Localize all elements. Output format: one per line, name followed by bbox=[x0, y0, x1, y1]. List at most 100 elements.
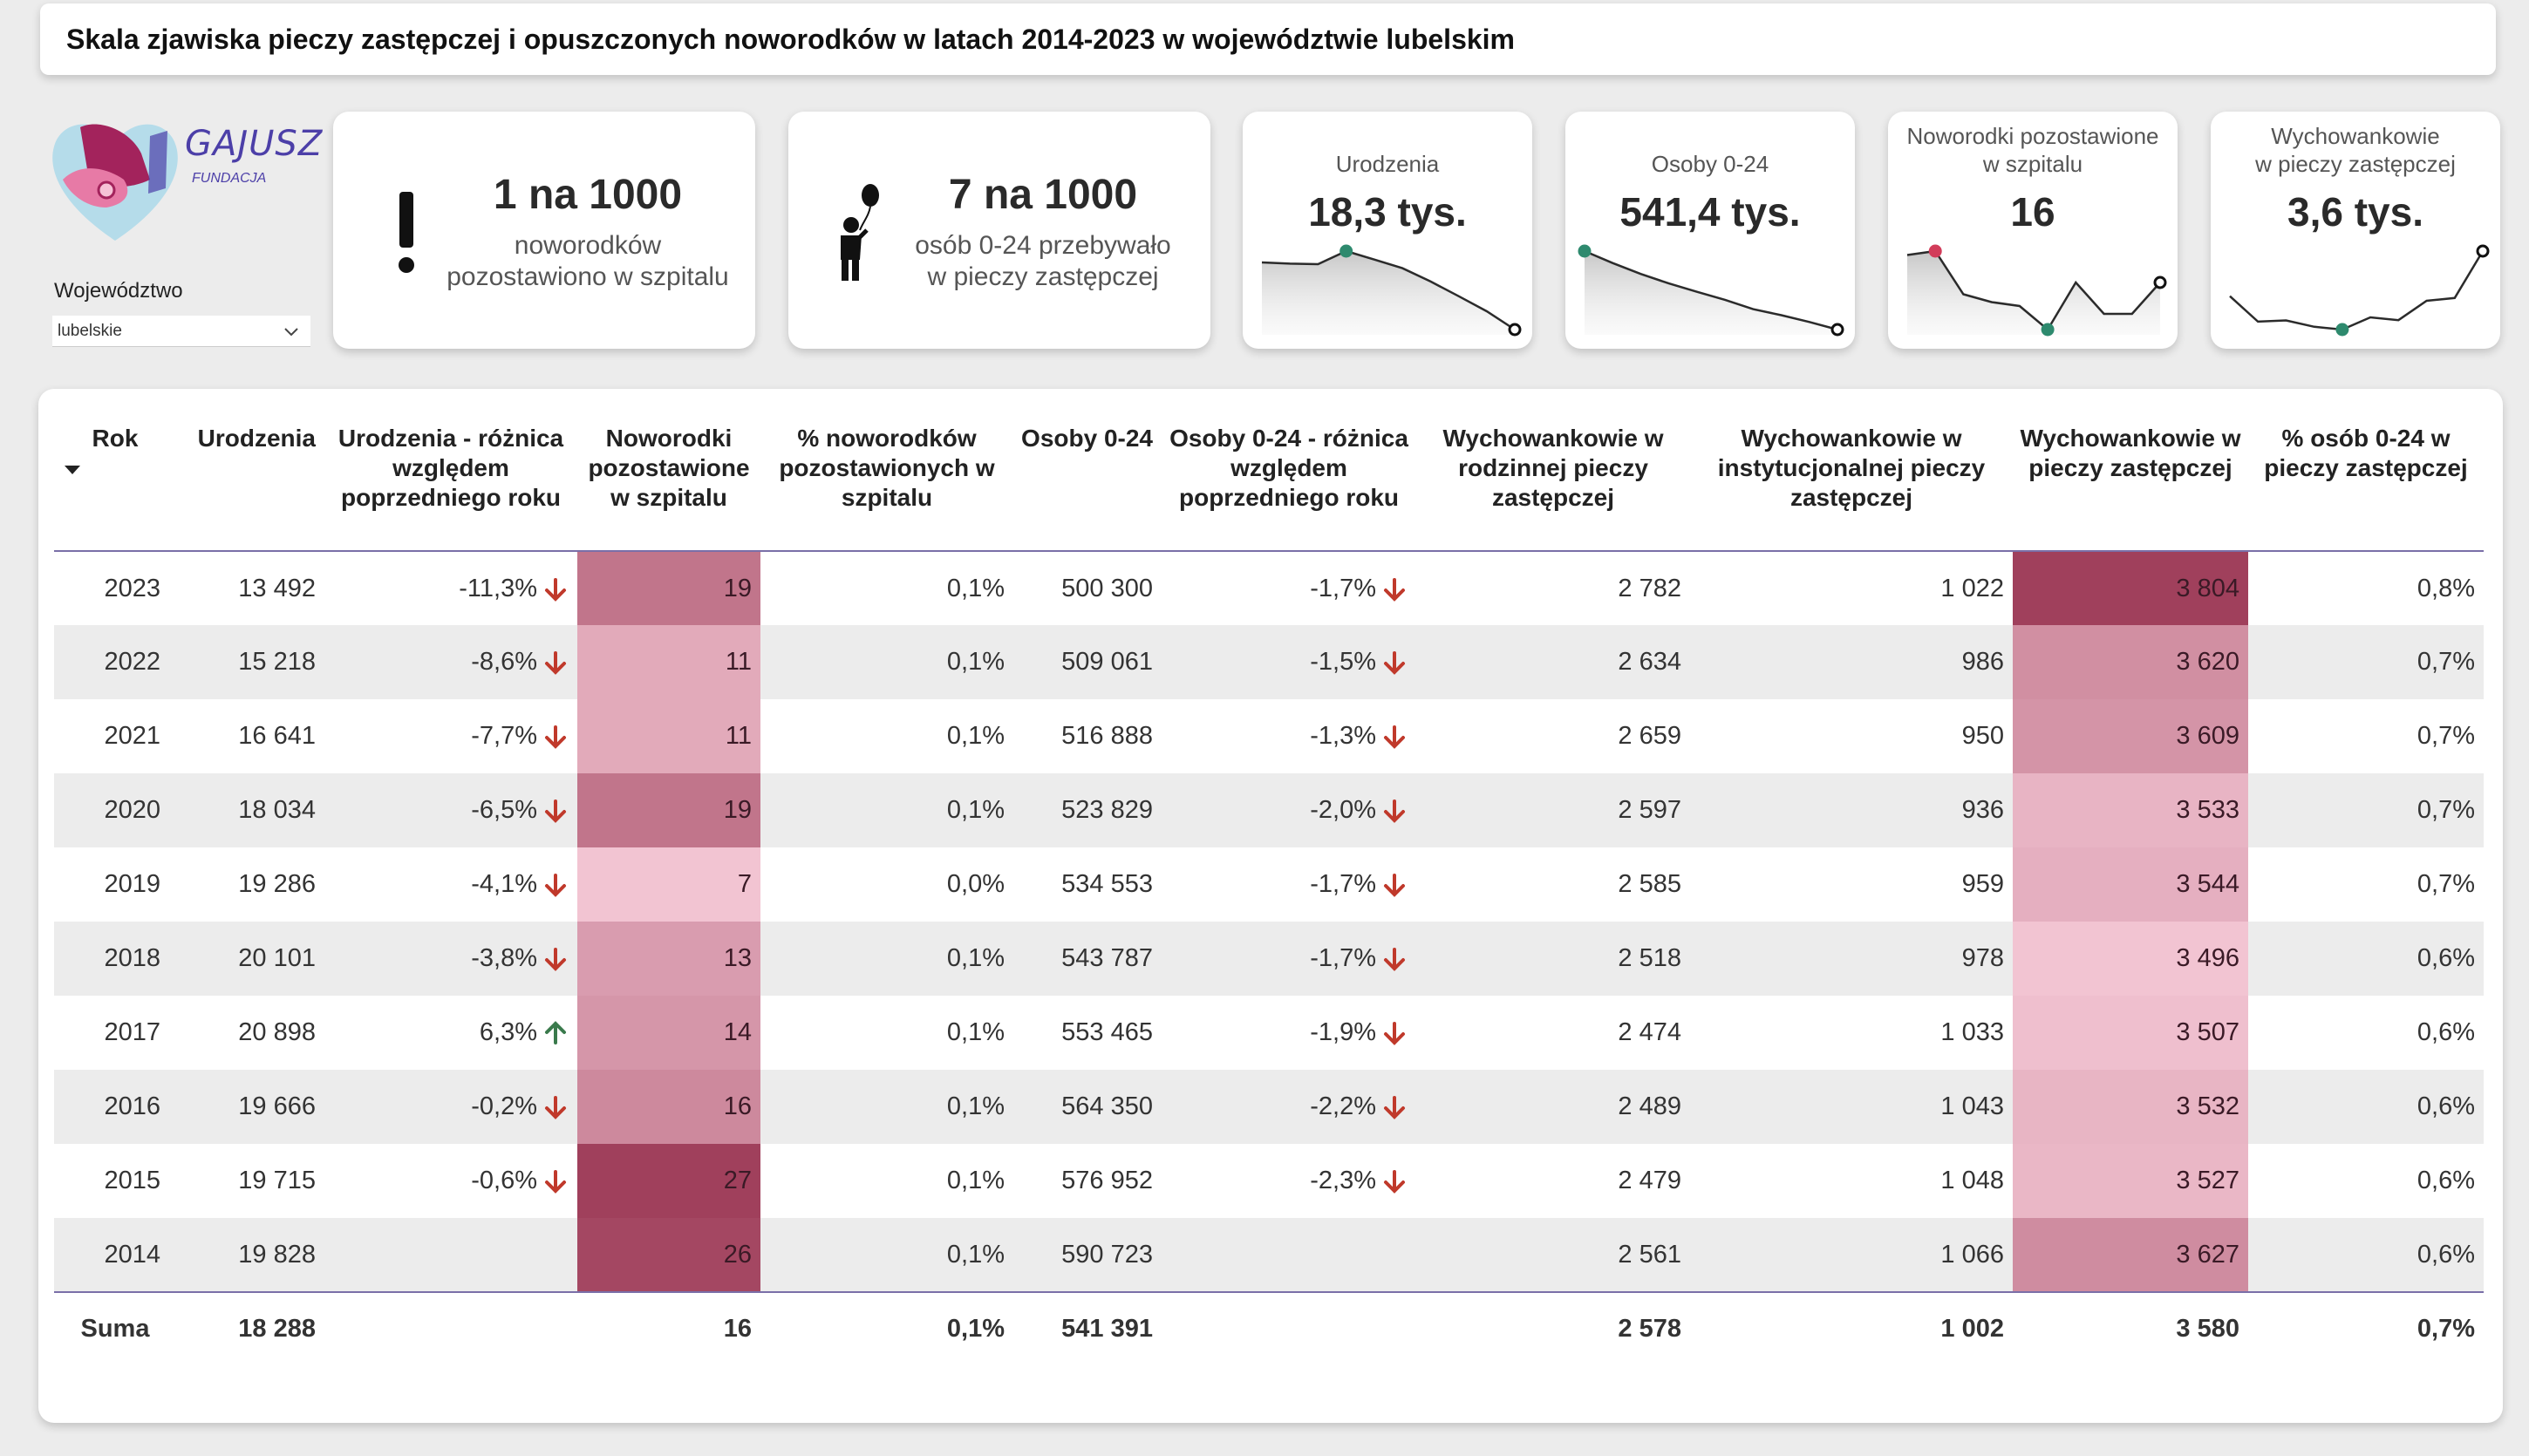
table-row[interactable]: 2022 15 218 -8,6% 11 0,1% 509 061 -1,5% 2 634 98… bbox=[54, 625, 2484, 699]
col-header-newborns[interactable]: Noworodki pozostawione w szpitalu bbox=[577, 389, 760, 552]
table-row[interactable]: 2019 19 286 -4,1% 7 0,0% 534 553 -1,7% 2 585 959… bbox=[54, 847, 2484, 922]
col-header-persons[interactable]: Osoby 0-24 bbox=[1013, 389, 1162, 552]
row-institutional-foster-value: 986 bbox=[1961, 648, 2004, 676]
row-births-diff: -3,8% bbox=[324, 922, 577, 996]
total-persons-diff bbox=[1162, 1291, 1416, 1365]
row-births-diff-value: 6,3% bbox=[479, 1018, 537, 1046]
sparkline-highlight-point bbox=[1339, 244, 1353, 258]
row-births-diff: -7,7% bbox=[324, 699, 577, 773]
row-persons: 534 553 bbox=[1013, 847, 1162, 922]
sparkline-area bbox=[1585, 251, 1837, 335]
table-header-row: Rok Urodzenia Urodzenia - różnica względ… bbox=[54, 389, 2484, 552]
row-persons-diff-value: -1,9% bbox=[1310, 1018, 1376, 1046]
row-institutional-foster-value: 978 bbox=[1961, 944, 2004, 972]
col-header-foster-pct[interactable]: % osób 0-24 w pieczy zastępczej bbox=[2248, 389, 2484, 552]
row-births: 13 492 bbox=[176, 551, 324, 625]
row-foster-pct: 0,8% bbox=[2248, 551, 2484, 625]
row-foster: 3 527 bbox=[2013, 1144, 2248, 1218]
row-foster-pct: 0,6% bbox=[2248, 1070, 2484, 1144]
arrow-down-icon bbox=[1384, 1170, 1405, 1194]
table-row[interactable]: 2017 20 898 6,3% 14 0,1% 553 465 -1,9% 2 474 1 0… bbox=[54, 996, 2484, 1070]
row-newborns-pct: 0,1% bbox=[760, 922, 1013, 996]
kpi-births-label: Urodzenia bbox=[1335, 151, 1440, 177]
row-persons-value: 534 553 bbox=[1061, 870, 1153, 898]
total-births-diff bbox=[324, 1291, 577, 1365]
table-row[interactable]: 2015 19 715 -0,6% 27 0,1% 576 952 -2,3% 2 479 1 … bbox=[54, 1144, 2484, 1218]
row-persons-diff bbox=[1162, 1218, 1416, 1292]
row-year: 2014 bbox=[54, 1218, 176, 1292]
row-foster-pct: 0,6% bbox=[2248, 996, 2484, 1070]
row-persons-diff-value: -1,7% bbox=[1310, 574, 1376, 602]
table-row[interactable]: 2014 19 828 26 0,1% 590 723 2 561 1 066 3 627 0,… bbox=[54, 1218, 2484, 1292]
kpi-newborns-value: 1 na 1000 bbox=[493, 172, 683, 218]
total-foster-pct: 0,7% bbox=[2248, 1291, 2484, 1365]
row-year: 2018 bbox=[54, 922, 176, 996]
row-newborns-pct: 0,0% bbox=[760, 847, 1013, 922]
row-persons-value: 509 061 bbox=[1061, 648, 1153, 676]
table-row[interactable]: 2021 16 641 -7,7% 11 0,1% 516 888 -1,3% 2 659 95… bbox=[54, 699, 2484, 773]
kpi-wards-label1: Wychowankowie bbox=[2271, 123, 2440, 149]
sparkline-highlight-point bbox=[1578, 244, 1592, 258]
col-header-year[interactable]: Rok bbox=[54, 389, 176, 552]
col-header-births-diff[interactable]: Urodzenia - różnica względem poprzednieg… bbox=[324, 389, 577, 552]
row-institutional-foster-value: 1 066 bbox=[1940, 1240, 2004, 1269]
voivodeship-dropdown[interactable]: lubelskie bbox=[52, 316, 310, 347]
table-row[interactable]: 2023 13 492 -11,3% 19 0,1% 500 300 -1,7% 2 782 1… bbox=[54, 551, 2484, 625]
row-foster-value: 3 507 bbox=[2176, 1018, 2239, 1046]
total-persons: 541 391 bbox=[1013, 1291, 1162, 1365]
sort-desc-icon[interactable] bbox=[63, 464, 82, 476]
row-foster: 3 609 bbox=[2013, 699, 2248, 773]
col-header-persons-diff[interactable]: Osoby 0-24 - różnica względem poprzednie… bbox=[1162, 389, 1416, 552]
col-header-institutional-foster[interactable]: Wychowankowie w instytucjonalnej pieczy … bbox=[1690, 389, 2013, 552]
row-persons-value: 523 829 bbox=[1061, 796, 1153, 824]
row-foster-value: 3 496 bbox=[2176, 944, 2239, 972]
arrow-down-icon bbox=[545, 1096, 566, 1120]
table-row[interactable]: 2020 18 034 -6,5% 19 0,1% 523 829 -2,0% 2 597 93… bbox=[54, 773, 2484, 847]
row-foster: 3 532 bbox=[2013, 1070, 2248, 1144]
col-header-births[interactable]: Urodzenia bbox=[176, 389, 324, 552]
row-year-value: 2020 bbox=[104, 796, 160, 824]
row-births-diff-value: -11,3% bbox=[459, 574, 537, 602]
row-foster-pct: 0,6% bbox=[2248, 1218, 2484, 1292]
row-persons-diff: -1,7% bbox=[1162, 847, 1416, 922]
sparkline-area bbox=[1262, 251, 1515, 335]
row-year-value: 2014 bbox=[104, 1240, 160, 1269]
row-family-foster: 2 489 bbox=[1416, 1070, 1690, 1144]
row-newborns-pct: 0,1% bbox=[760, 625, 1013, 699]
kpi-foster-line1: osób 0-24 przebywało bbox=[915, 231, 1171, 260]
kpi-card-persons-0-24: Osoby 0-24 541,4 tys. bbox=[1565, 112, 1855, 349]
total-newborns: 16 bbox=[577, 1291, 760, 1365]
kpi-card-foster-wards: Wychowankowie w pieczy zastępczej 3,6 ty… bbox=[2211, 112, 2500, 349]
row-newborns-pct: 0,1% bbox=[760, 1070, 1013, 1144]
row-newborns: 27 bbox=[577, 1144, 760, 1218]
table-row[interactable]: 2018 20 101 -3,8% 13 0,1% 543 787 -1,7% 2 518 97… bbox=[54, 922, 2484, 996]
row-newborns: 19 bbox=[577, 773, 760, 847]
row-births-value: 19 286 bbox=[238, 870, 316, 898]
row-births-diff-value: -7,7% bbox=[471, 722, 537, 750]
row-family-foster-value: 2 597 bbox=[1618, 796, 1681, 824]
row-year-value: 2022 bbox=[104, 648, 160, 676]
kpi-foster-line2: w pieczy zastępczej bbox=[927, 262, 1159, 291]
row-persons-diff: -1,5% bbox=[1162, 625, 1416, 699]
sparkline-line bbox=[1261, 249, 1516, 331]
table-row[interactable]: 2016 19 666 -0,2% 16 0,1% 564 350 -2,2% 2 489 1 … bbox=[54, 1070, 2484, 1144]
row-persons-value: 553 465 bbox=[1061, 1018, 1153, 1046]
row-persons: 523 829 bbox=[1013, 773, 1162, 847]
sparkline-last-point bbox=[1830, 323, 1844, 337]
row-births-diff-value: -0,6% bbox=[471, 1167, 537, 1194]
col-header-foster-total[interactable]: Wychowankowie w pieczy zastępczej bbox=[2013, 389, 2248, 552]
arrow-down-icon bbox=[1384, 725, 1405, 750]
arrow-down-icon bbox=[545, 725, 566, 750]
row-newborns: 16 bbox=[577, 1070, 760, 1144]
row-persons-diff: -1,9% bbox=[1162, 996, 1416, 1070]
col-header-family-foster[interactable]: Wychowankowie w rodzinnej pieczy zastępc… bbox=[1416, 389, 1690, 552]
col-header-newborns-pct[interactable]: % noworodków pozostawionych w szpitalu bbox=[760, 389, 1013, 552]
kpi-abandoned-label2: w szpitalu bbox=[1982, 151, 2083, 177]
row-family-foster-value: 2 561 bbox=[1618, 1240, 1681, 1269]
row-institutional-foster-value: 1 043 bbox=[1940, 1092, 2004, 1120]
row-persons-diff-value: -1,7% bbox=[1310, 944, 1376, 972]
row-foster-pct-value: 0,7% bbox=[2417, 722, 2475, 750]
row-births-diff: 6,3% bbox=[324, 996, 577, 1070]
row-foster-pct-value: 0,8% bbox=[2417, 574, 2475, 602]
row-newborns-pct-value: 0,1% bbox=[946, 944, 1005, 972]
